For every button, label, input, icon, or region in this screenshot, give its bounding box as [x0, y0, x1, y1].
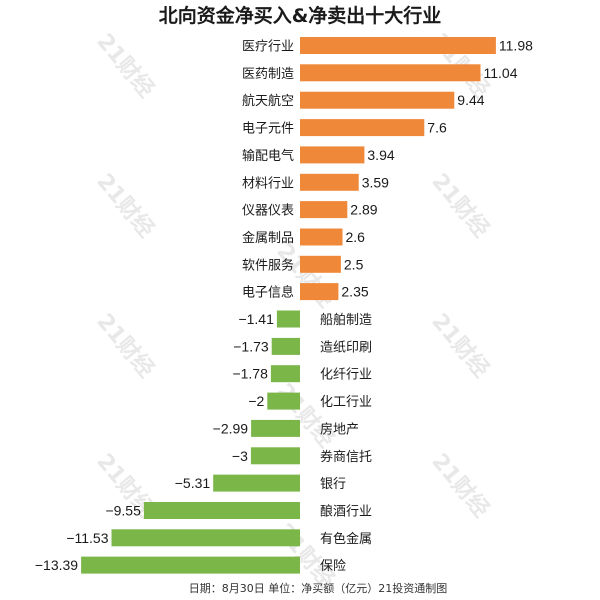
bar-0 — [300, 37, 496, 54]
category-label-14: 房地产 — [320, 421, 359, 437]
category-label-9: 电子信息 — [242, 285, 294, 301]
watermark-5: 21财经 — [91, 309, 159, 383]
value-label-1: 11.04 — [484, 65, 518, 81]
bar-4 — [300, 146, 365, 164]
bar-11 — [271, 337, 300, 355]
bar-13 — [267, 392, 300, 410]
category-label-19: 保险 — [320, 559, 346, 574]
category-label-1: 医药制造 — [242, 67, 294, 82]
value-label-9: 2.35 — [341, 284, 368, 300]
category-label-13: 化工行业 — [320, 395, 372, 410]
bar-17 — [143, 502, 300, 519]
category-label-12: 化纤行业 — [320, 368, 372, 383]
value-label-19: −13.39 — [35, 557, 78, 573]
chart-footer: 日期：8月30日 单位：净买额（亿元）21投资通制图 — [189, 581, 448, 595]
bar-14 — [251, 419, 300, 437]
category-label-18: 有色金属 — [320, 531, 372, 547]
bar-7 — [300, 228, 343, 246]
category-label-5: 材料行业 — [242, 176, 294, 191]
bar-15 — [250, 447, 300, 465]
watermark-4: 21财经 — [271, 239, 339, 313]
bars-group — [81, 37, 496, 574]
value-label-10: −1.41 — [238, 311, 274, 327]
category-label-2: 航天航空 — [242, 93, 294, 109]
value-label-11: −1.73 — [233, 338, 269, 354]
bar-16 — [213, 474, 300, 492]
category-label-6: 仪器仪表 — [242, 204, 294, 219]
chart-title: 北向资金净买入&净卖出十大行业 — [159, 4, 442, 27]
category-label-15: 券商信托 — [320, 449, 372, 465]
bar-10 — [276, 310, 300, 328]
bar-6 — [300, 201, 348, 219]
category-label-10: 船舶制造 — [320, 312, 372, 328]
watermark-9: 21财经 — [426, 449, 494, 523]
value-label-8: 2.5 — [344, 256, 364, 272]
category-label-16: 银行 — [320, 477, 346, 492]
bar-12 — [270, 365, 300, 383]
value-label-14: −2.99 — [213, 420, 249, 436]
value-label-15: −3 — [232, 448, 248, 464]
category-label-4: 输配电气 — [242, 148, 294, 164]
category-labels-group: 医疗行业医药制造航天航空电子元件输配电气材料行业仪器仪表金属制品软件服务电子信息… — [242, 40, 372, 575]
value-label-5: 3.59 — [362, 174, 389, 190]
value-label-6: 2.89 — [350, 202, 377, 218]
watermark-7: 21财经 — [271, 379, 339, 453]
bar-9 — [300, 283, 339, 301]
value-label-7: 2.6 — [346, 229, 366, 245]
bar-3 — [300, 119, 425, 137]
value-label-2: 9.44 — [457, 92, 484, 108]
value-label-12: −1.78 — [232, 366, 268, 382]
value-label-3: 7.6 — [427, 120, 447, 136]
watermark-0: 21财经 — [91, 29, 159, 103]
value-label-16: −5.31 — [175, 475, 211, 491]
category-label-17: 酿酒行业 — [320, 504, 372, 520]
value-label-13: −2 — [248, 393, 264, 409]
category-label-7: 金属制品 — [242, 230, 294, 246]
watermark-2: 21财经 — [91, 169, 159, 243]
bar-19 — [81, 556, 300, 574]
bar-2 — [300, 91, 455, 109]
category-label-11: 造纸印刷 — [320, 340, 372, 355]
category-label-8: 软件服务 — [242, 257, 294, 273]
value-label-18: −11.53 — [66, 530, 108, 546]
category-label-0: 医疗行业 — [242, 40, 294, 55]
value-label-17: −9.55 — [105, 503, 141, 519]
bar-5 — [300, 173, 359, 191]
category-label-3: 电子元件 — [242, 122, 294, 137]
value-labels-group: 11.98 11.049.44 7.6 3.94 3.59 2.89 2.6 2.5 2.35 −… — [35, 38, 533, 574]
bar-1 — [300, 64, 481, 82]
bar-8 — [300, 255, 341, 273]
watermark-6: 21财经 — [426, 309, 494, 383]
bar-18 — [111, 529, 300, 547]
value-label-0: 11.98 — [499, 38, 533, 54]
watermark-3: 21财经 — [426, 169, 494, 243]
value-label-4: 3.94 — [367, 147, 394, 163]
